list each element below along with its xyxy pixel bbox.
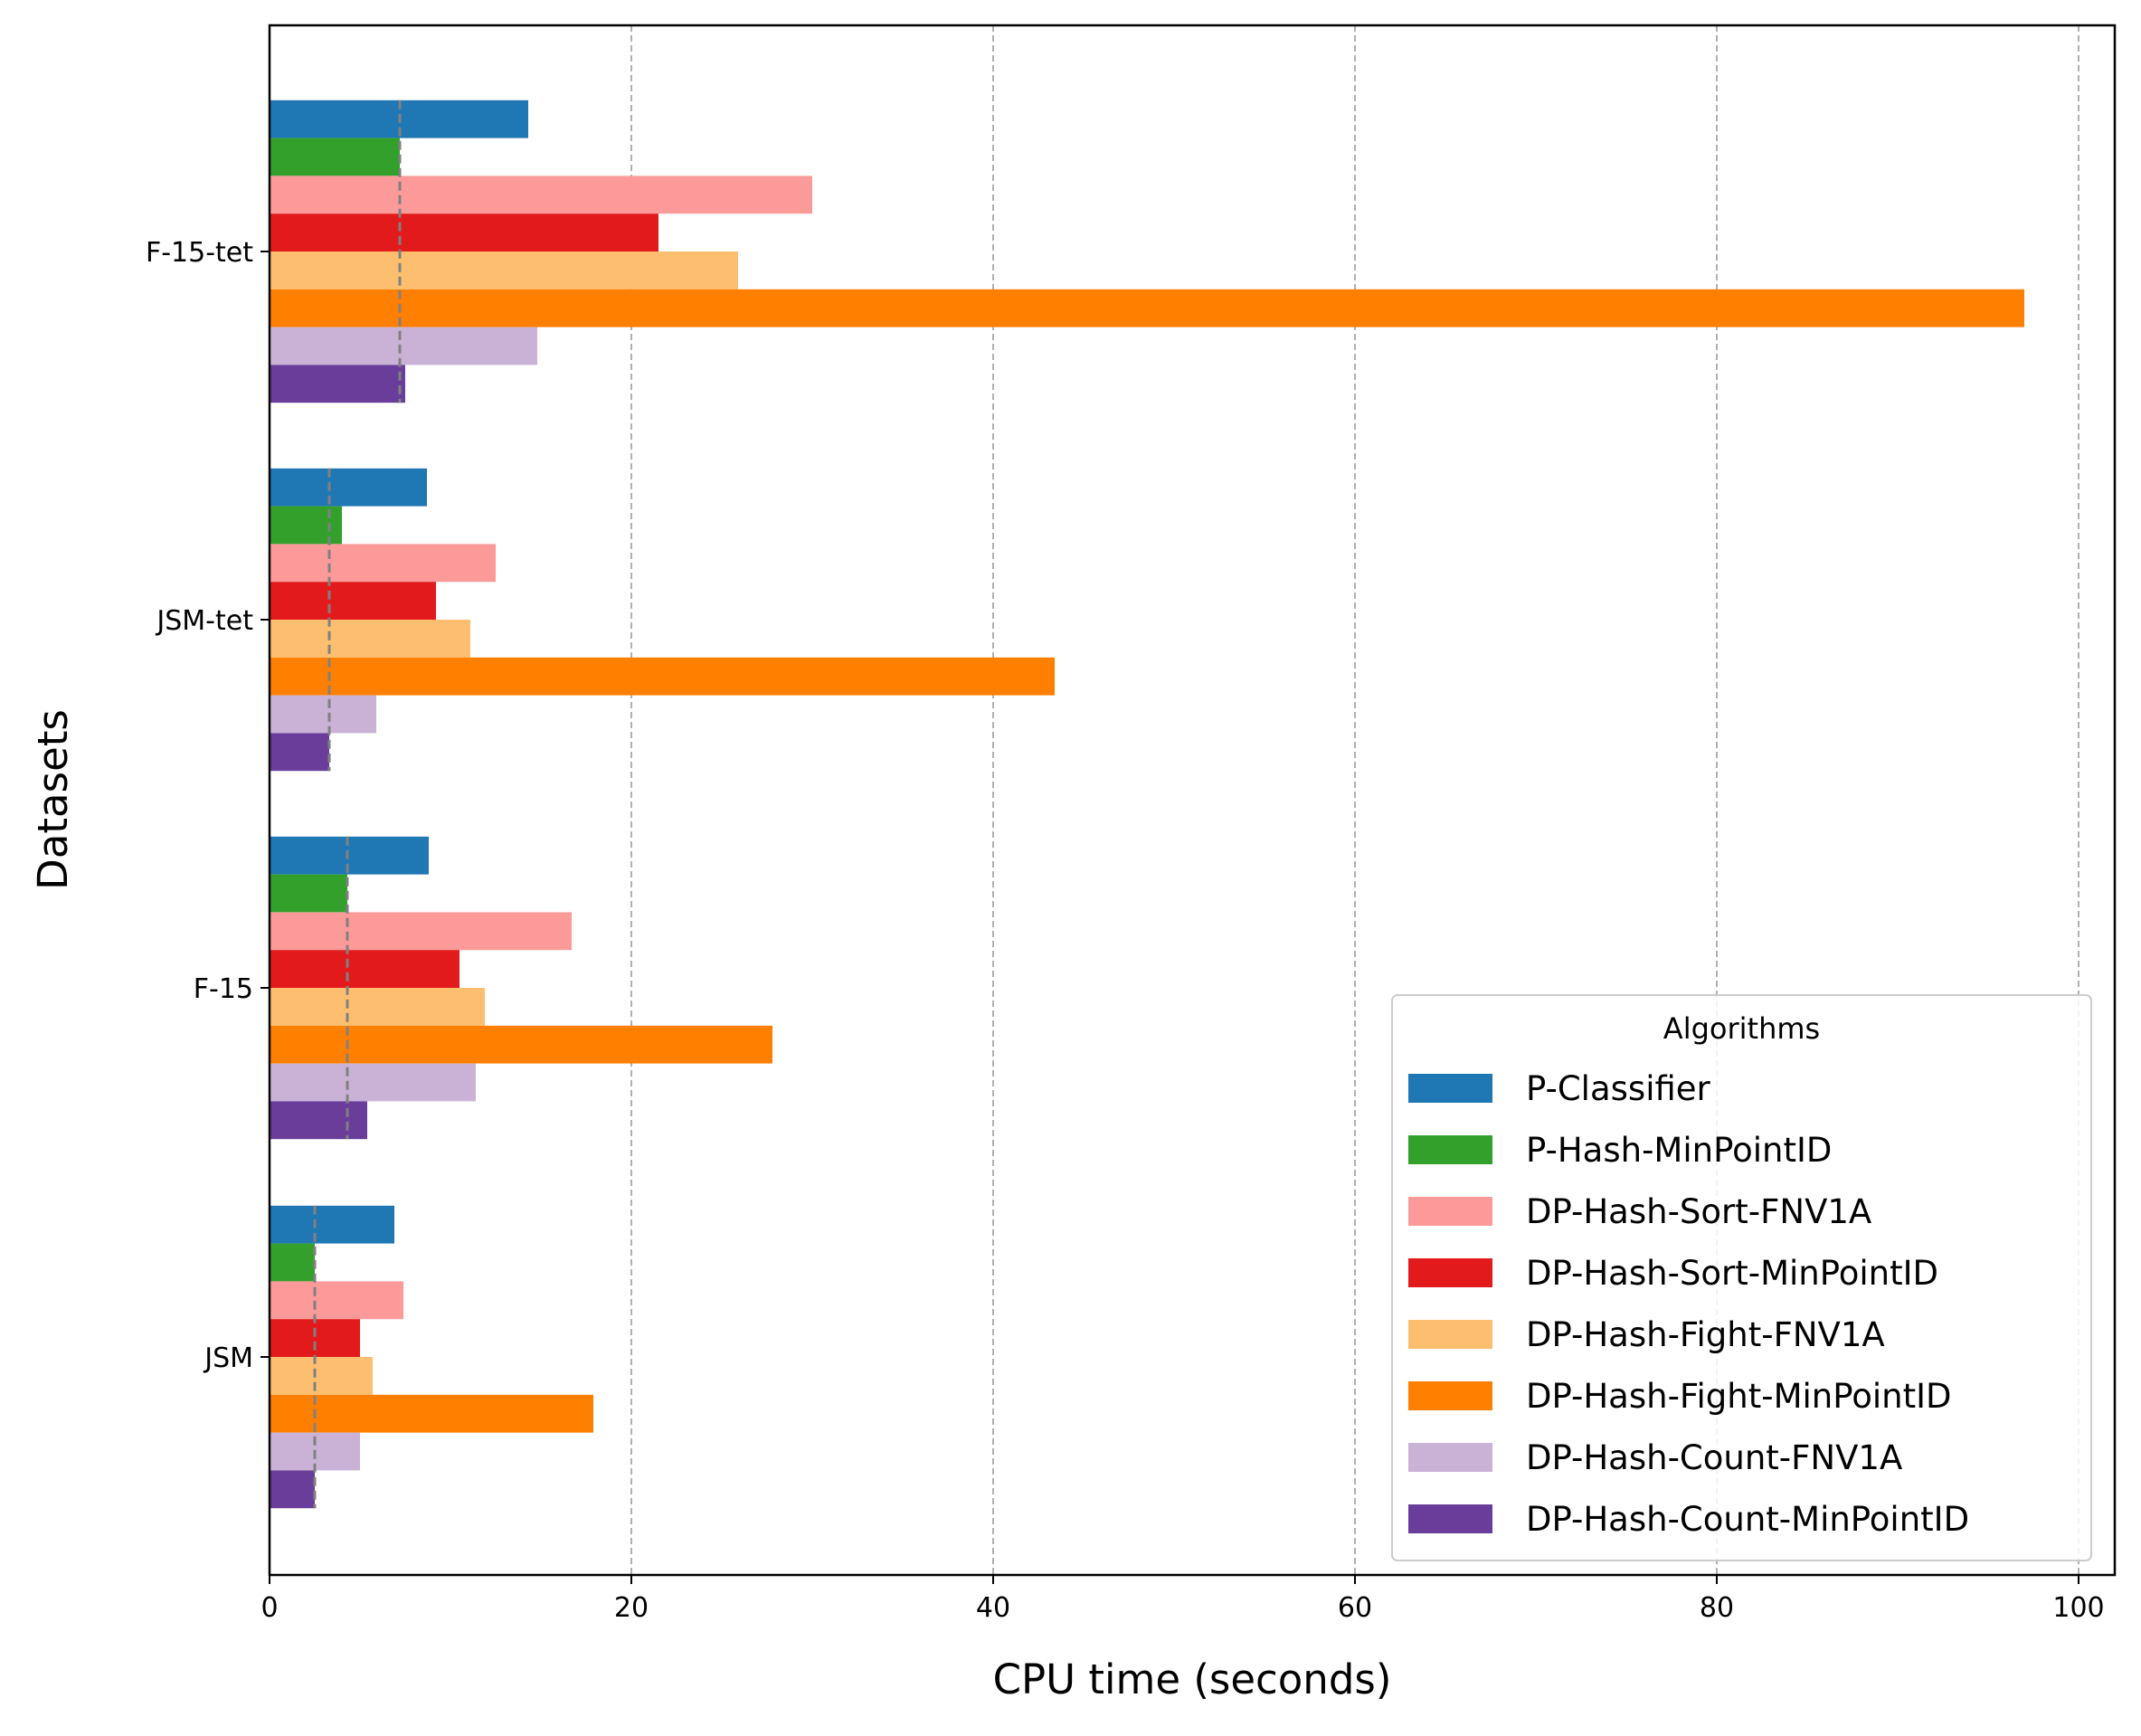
x-tick-label-0: 0 — [261, 1592, 278, 1624]
y-tick-label-2: F-15 — [194, 973, 253, 1005]
x-tick-label-4: 80 — [1700, 1592, 1734, 1624]
y-tick-label-3: JSM — [203, 1342, 253, 1374]
bar-1-3 — [270, 582, 436, 620]
legend-swatch-7 — [1408, 1504, 1492, 1533]
x-tick-label-2: 40 — [976, 1592, 1010, 1624]
y-axis: F-15-tet JSM-tet F-15 JSM — [146, 237, 270, 1374]
y-tick-label-1: JSM-tet — [155, 605, 253, 637]
y-axis-title: Datasets — [29, 709, 77, 890]
legend-swatch-1 — [1408, 1135, 1492, 1164]
reference-lines — [313, 100, 402, 1509]
bar-3-4 — [270, 1357, 373, 1395]
bar-0-1 — [270, 138, 400, 176]
bar-1-4 — [270, 620, 470, 658]
x-tick-label-1: 20 — [614, 1592, 649, 1624]
x-tick-label-5: 100 — [2052, 1592, 2104, 1624]
bar-3-2 — [270, 1281, 403, 1320]
bar-1-5 — [270, 657, 1055, 696]
bar-1-7 — [270, 733, 329, 772]
legend-label-6: DP-Hash-Count-FNV1A — [1526, 1438, 1902, 1477]
legend-swatch-3 — [1408, 1258, 1492, 1287]
bar-0-3 — [270, 213, 658, 251]
bar-2-5 — [270, 1025, 772, 1064]
bar-3-3 — [270, 1319, 360, 1357]
legend-label-4: DP-Hash-Fight-FNV1A — [1526, 1315, 1885, 1354]
legend-label-1: P-Hash-MinPointID — [1526, 1131, 1832, 1170]
plot-frame — [268, 24, 2117, 1577]
legend: Algorithms P-Classifier P-Hash-MinPointID D… — [1391, 994, 2092, 1561]
legend-label-7: DP-Hash-Count-MinPointID — [1526, 1500, 1969, 1539]
bar-2-7 — [270, 1101, 367, 1140]
bar-2-1 — [270, 874, 347, 913]
bar-3-5 — [270, 1394, 593, 1433]
legend-label-0: P-Classifier — [1526, 1069, 1711, 1108]
bars-layer — [270, 100, 2024, 1509]
bar-2-6 — [270, 1063, 476, 1102]
bar-3-0 — [270, 1205, 394, 1244]
bar-1-1 — [270, 506, 342, 545]
x-axis-title: CPU time (seconds) — [993, 1655, 1392, 1703]
bar-1-0 — [270, 468, 427, 507]
legend-swatch-2 — [1408, 1197, 1492, 1226]
bar-0-5 — [270, 289, 2024, 327]
x-tick-label-3: 60 — [1338, 1592, 1372, 1624]
legend-swatch-0 — [1408, 1074, 1492, 1103]
legend-label-3: DP-Hash-Sort-MinPointID — [1526, 1254, 1938, 1293]
bar-2-0 — [270, 836, 429, 875]
x-axis: 0 20 40 60 80 100 — [261, 1575, 2105, 1624]
bar-3-1 — [270, 1243, 315, 1282]
bar-1-6 — [270, 695, 376, 734]
legend-box — [1391, 994, 2092, 1561]
bar-0-7 — [270, 365, 405, 403]
legend-title: Algorithms — [1663, 1011, 1820, 1046]
bar-3-7 — [270, 1470, 315, 1509]
legend-swatch-5 — [1408, 1381, 1492, 1410]
legend-label-2: DP-Hash-Sort-FNV1A — [1526, 1192, 1871, 1231]
y-tick-label-0: F-15-tet — [146, 237, 253, 269]
bar-0-4 — [270, 251, 738, 289]
legend-swatch-6 — [1408, 1443, 1492, 1472]
bar-0-2 — [270, 175, 812, 214]
bar-2-3 — [270, 950, 459, 988]
bar-2-2 — [270, 912, 572, 951]
bar-1-2 — [270, 544, 496, 583]
legend-swatch-4 — [1408, 1320, 1492, 1349]
legend-label-5: DP-Hash-Fight-MinPointID — [1526, 1377, 1952, 1416]
bar-0-6 — [270, 327, 537, 365]
bar-2-4 — [270, 988, 485, 1026]
